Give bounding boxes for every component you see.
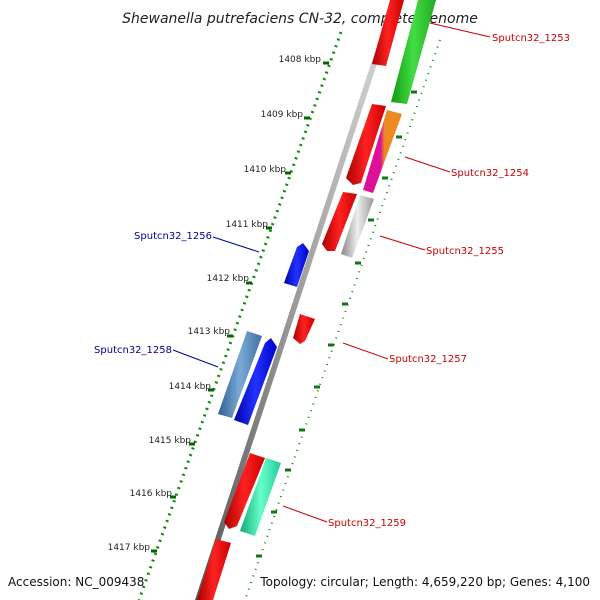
genome-summary-text: Topology: circular; Length: 4,659,220 bp… [259, 575, 590, 589]
kbp-label: 1409 kbp [261, 110, 304, 120]
kbp-label: 1411 kbp [226, 220, 269, 230]
gene-label-1253[interactable]: Sputcn32_1253 [492, 33, 570, 44]
gene-label-1258[interactable]: Sputcn32_1258 [94, 345, 172, 356]
gene-block-1259-red[interactable] [224, 453, 265, 529]
gene-block-1256[interactable] [284, 243, 309, 287]
gene-block-1255-red[interactable] [322, 192, 357, 251]
kbp-labels: 1408 kbp 1409 kbp 1410 kbp 1411 kbp 1412… [108, 55, 322, 553]
kbp-label: 1415 kbp [149, 436, 192, 446]
kbp-scale-line [137, 31, 343, 600]
kbp-label: 1413 kbp [188, 327, 231, 337]
gene-block-1258-blue[interactable] [234, 338, 277, 425]
kbp-label: 1412 kbp [207, 274, 250, 284]
inner-track-dashes [256, 90, 417, 558]
kbp-label: 1410 kbp [244, 165, 287, 175]
kbp-label: 1408 kbp [279, 55, 322, 65]
inner-scale-line [244, 39, 441, 600]
label-leader-lines [172, 22, 491, 523]
genome-backbone [195, 0, 398, 600]
gene-block-bottom-red[interactable] [197, 539, 231, 600]
gene-block-1255-grey[interactable] [341, 195, 374, 258]
gene-label-1259[interactable]: Sputcn32_1259 [328, 518, 406, 529]
gene-label-1255[interactable]: Sputcn32_1255 [426, 246, 504, 257]
gene-block-green[interactable] [391, 0, 436, 104]
accession-text: Accession: NC_009438 [8, 575, 144, 589]
kbp-label: 1416 kbp [130, 489, 173, 499]
gene-block-1254-red[interactable] [346, 104, 386, 185]
gene-block-1258-steel[interactable] [218, 331, 262, 418]
kbp-label: 1417 kbp [108, 543, 151, 553]
gene-block-1257[interactable] [293, 314, 315, 344]
gene-label-1257[interactable]: Sputcn32_1257 [389, 354, 467, 365]
gene-block-1259-mint[interactable] [240, 458, 281, 536]
kbp-tick-marks [151, 61, 329, 553]
gene-block-1253[interactable] [372, 0, 404, 66]
gene-block-1254-stripe[interactable] [363, 110, 402, 193]
gene-label-1256[interactable]: Sputcn32_1256 [134, 231, 212, 242]
kbp-label: 1414 kbp [169, 382, 212, 392]
gene-label-1254[interactable]: Sputcn32_1254 [451, 168, 529, 179]
